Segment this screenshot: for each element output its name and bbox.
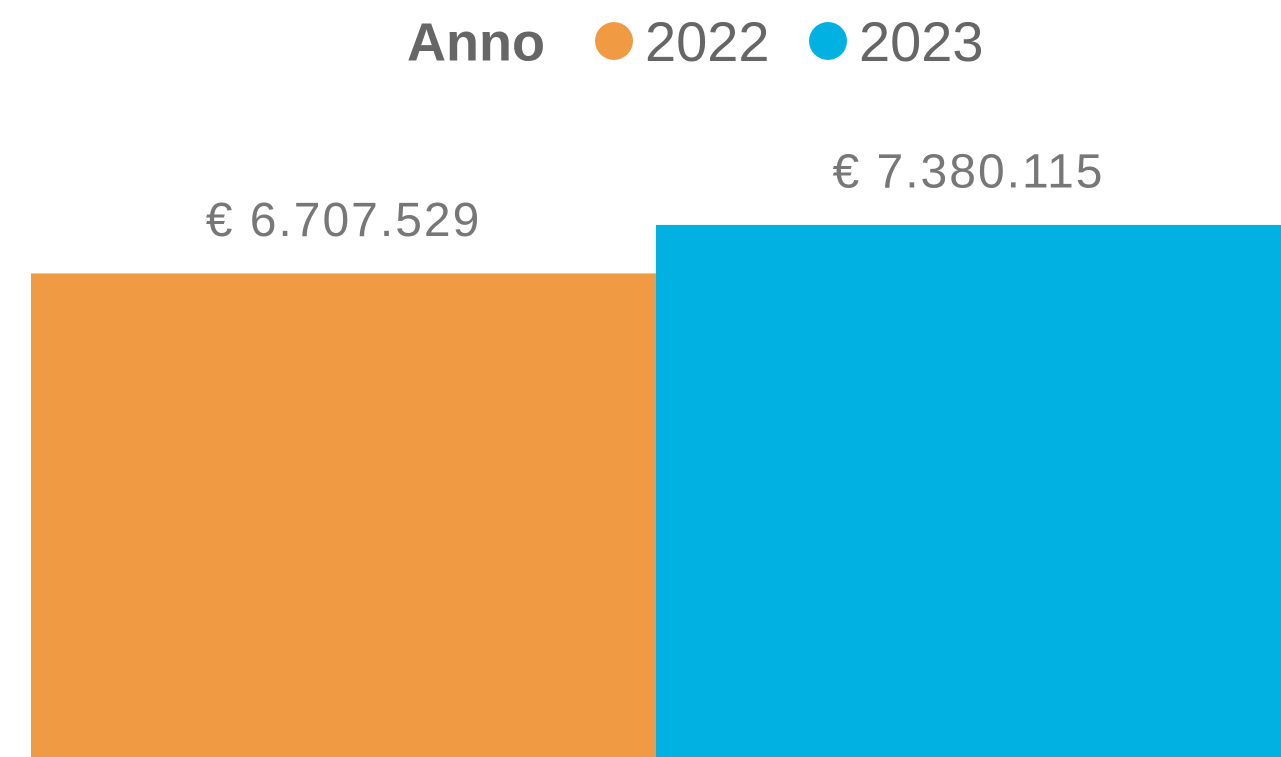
value-label: € 7.380.115 xyxy=(832,146,1104,199)
bar xyxy=(31,273,656,757)
legend-label: 2022 xyxy=(645,10,770,73)
legend-marker xyxy=(595,22,633,60)
legend-marker xyxy=(809,22,847,60)
value-label: € 6.707.529 xyxy=(206,194,482,247)
legend-label: 2023 xyxy=(859,10,984,73)
bar xyxy=(656,224,1281,757)
legend-title: Anno xyxy=(407,12,545,72)
